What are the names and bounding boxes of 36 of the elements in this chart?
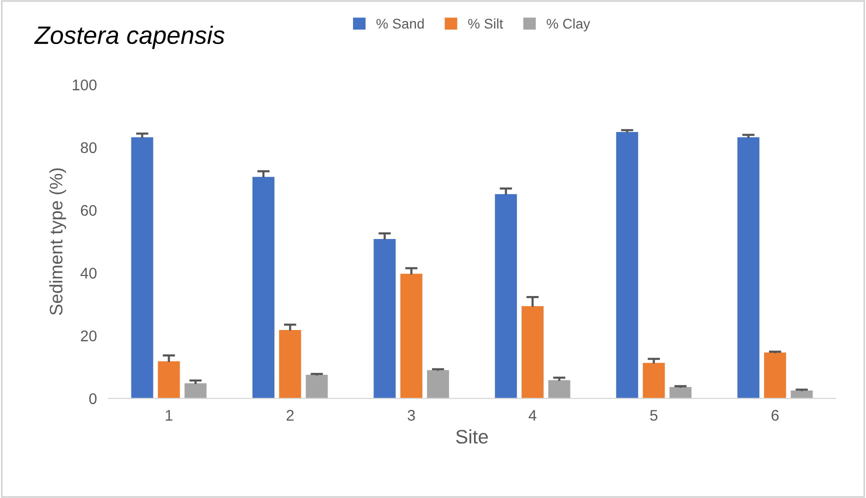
y-tick-label: 100 bbox=[72, 80, 97, 90]
bar bbox=[616, 132, 638, 398]
bar bbox=[374, 238, 396, 398]
x-tick-label: 4 bbox=[528, 410, 536, 421]
bar bbox=[737, 137, 760, 398]
y-axis-title: Sediment type (%) bbox=[49, 168, 66, 315]
bar bbox=[279, 330, 302, 398]
x-tick-label: 6 bbox=[772, 410, 779, 421]
bar bbox=[158, 361, 180, 398]
y-tick-label: 60 bbox=[80, 205, 97, 216]
bar bbox=[642, 362, 665, 398]
y-tick-label: 80 bbox=[80, 142, 97, 154]
x-tick-label: 2 bbox=[286, 410, 294, 421]
legend-label: % Clay bbox=[546, 18, 590, 32]
bar bbox=[400, 274, 422, 398]
bar bbox=[184, 383, 207, 398]
y-tick-label: 0 bbox=[89, 393, 97, 404]
legend-label: % Silt bbox=[468, 18, 504, 29]
y-tick-label: 20 bbox=[80, 330, 97, 342]
x-axis-title: Site bbox=[456, 429, 488, 444]
x-tick-label: 5 bbox=[650, 410, 658, 421]
x-tick-label: 3 bbox=[408, 410, 415, 421]
bar bbox=[670, 387, 692, 398]
bar bbox=[306, 374, 328, 398]
bar bbox=[790, 390, 813, 398]
bar bbox=[764, 352, 786, 398]
bar bbox=[522, 306, 544, 398]
bar bbox=[252, 176, 274, 398]
bar bbox=[427, 370, 450, 398]
bar bbox=[131, 137, 154, 398]
x-tick-label: 1 bbox=[166, 410, 172, 421]
legend-label: % Sand bbox=[376, 18, 424, 29]
bar bbox=[548, 380, 570, 398]
chart-title: Zostera capensis bbox=[34, 26, 224, 49]
y-tick-label: 40 bbox=[80, 268, 97, 279]
bar bbox=[494, 194, 517, 398]
